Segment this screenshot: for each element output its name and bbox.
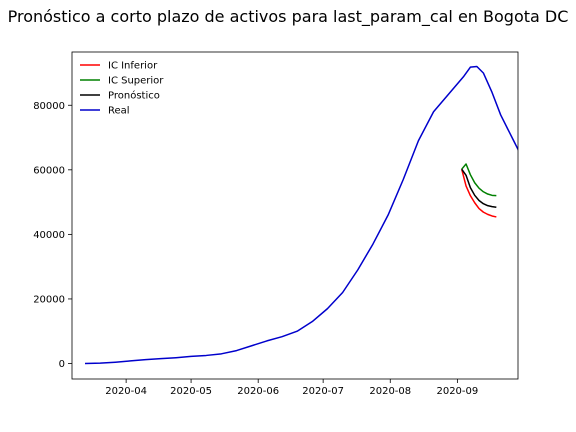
- x-tick-label: 2020-09: [436, 386, 478, 397]
- x-tick-label: 2020-07: [302, 386, 344, 397]
- y-tick-label: 60000: [33, 165, 65, 176]
- x-tick-label: 2020-08: [369, 386, 411, 397]
- y-tick-label: 0: [59, 359, 65, 370]
- series-line-real: [84, 65, 518, 365]
- legend: IC Inferior IC Superior Pronóstico Real: [80, 61, 164, 117]
- series-line-pron-stico: [461, 168, 497, 209]
- chart-title: Pronóstico a corto plazo de activos para…: [8, 7, 569, 27]
- series-line-ic-superior: [461, 163, 497, 197]
- legend-label: IC Inferior: [108, 61, 158, 72]
- legend-label: Pronóstico: [108, 90, 160, 102]
- legend-label: Real: [108, 106, 130, 117]
- series-line-ic-inferior: [460, 168, 497, 218]
- legend-label: IC Superior: [108, 76, 164, 87]
- x-tick-label: 2020-06: [237, 386, 279, 397]
- plot-area: [84, 65, 518, 365]
- x-tick-label: 2020-05: [170, 386, 212, 397]
- x-tick-label: 2020-04: [105, 386, 147, 397]
- y-tick-label: 40000: [33, 230, 65, 241]
- plot-frame: [71, 51, 519, 380]
- axes: 2020-04 2020-05 2020-06 2020-07 2020-08 2020-…: [33, 51, 519, 397]
- y-tick-label: 20000: [33, 294, 65, 305]
- y-tick-label: 80000: [33, 101, 65, 112]
